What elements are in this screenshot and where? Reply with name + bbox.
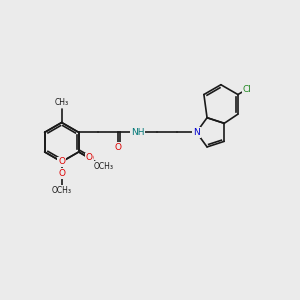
Text: O: O	[114, 142, 122, 152]
Text: O: O	[58, 157, 65, 166]
Text: O: O	[86, 154, 93, 163]
Text: O: O	[85, 153, 92, 162]
Text: NH: NH	[131, 128, 144, 137]
Text: O: O	[58, 169, 65, 178]
Text: CH₃: CH₃	[55, 98, 69, 107]
Text: Cl: Cl	[243, 85, 252, 94]
Text: OCH₃: OCH₃	[93, 162, 113, 171]
Text: OCH₃: OCH₃	[52, 186, 72, 195]
Text: N: N	[193, 128, 200, 137]
